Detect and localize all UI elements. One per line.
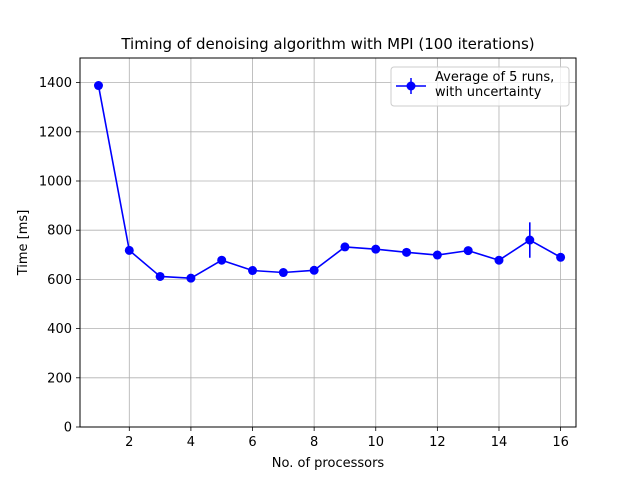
x-tick-label: 8 (310, 435, 318, 450)
x-tick-label: 2 (125, 435, 133, 450)
data-point (124, 245, 134, 255)
y-tick-label: 1400 (39, 76, 72, 91)
data-point (278, 268, 288, 278)
data-point (186, 273, 196, 283)
x-axis-label: No. of processors (272, 456, 385, 471)
data-point (371, 244, 381, 254)
plot-frame (79, 57, 577, 428)
data-point (248, 266, 258, 276)
data-point (402, 247, 412, 257)
chart-title: Timing of denoising algorithm with MPI (… (120, 35, 534, 53)
data-point (340, 242, 350, 252)
y-tick-label: 600 (47, 273, 72, 288)
legend-label: Average of 5 runs, with uncertainty (435, 70, 554, 100)
legend-box (390, 66, 570, 107)
x-tick-label: 12 (429, 435, 446, 450)
data-point (525, 235, 535, 245)
y-tick-label: 1200 (39, 125, 72, 140)
legend-label-line: Average of 5 runs, (435, 70, 554, 85)
y-tick-label: 800 (47, 224, 72, 239)
y-tick-label: 200 (47, 371, 72, 386)
x-tick-label: 4 (187, 435, 195, 450)
legend-marker-sample (406, 81, 416, 91)
data-point (217, 255, 227, 265)
x-tick-label: 6 (248, 435, 256, 450)
data-point (494, 255, 504, 265)
data-point (309, 265, 319, 275)
data-point (556, 252, 566, 262)
y-axis-label: Time [ms] (16, 210, 31, 277)
series-layer (93, 81, 566, 283)
legend-label-line: with uncertainty (435, 85, 542, 100)
tick-layer: 2 4 6 8 10 12 14 16 0 200 400 600 800 1000 1200 1400 (39, 76, 569, 450)
x-tick-label: 10 (367, 435, 384, 450)
y-tick-label: 0 (64, 421, 72, 436)
series-line (97, 85, 561, 279)
data-point (432, 250, 442, 260)
data-point (463, 246, 473, 256)
data-point (155, 271, 165, 281)
x-tick-label: 14 (491, 435, 508, 450)
x-tick-label: 16 (552, 435, 569, 450)
data-point (93, 81, 103, 91)
y-tick-label: 1000 (39, 175, 72, 190)
y-tick-label: 400 (47, 322, 72, 337)
legend: Average of 5 runs, with uncertainty (390, 66, 570, 107)
